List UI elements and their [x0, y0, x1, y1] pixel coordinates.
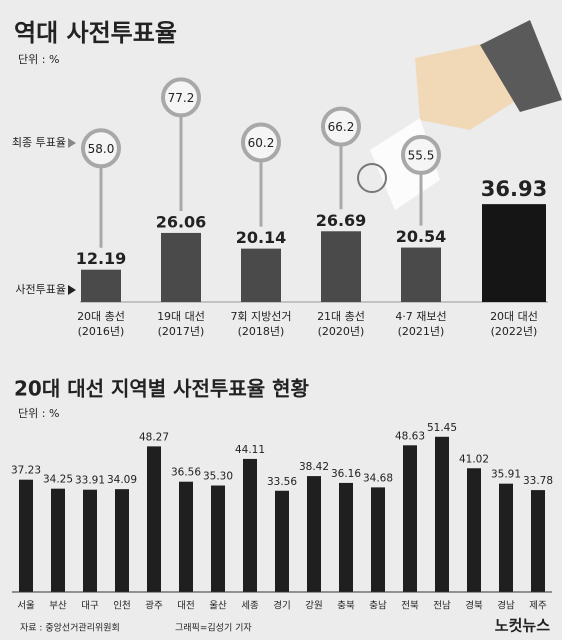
- bar: [241, 248, 281, 302]
- turnout-label: 55.5: [408, 148, 435, 162]
- bar: [339, 482, 353, 592]
- value-label: 26.06: [156, 212, 207, 231]
- x-tick-label: 경북: [465, 600, 483, 612]
- bar: [161, 232, 201, 302]
- sleeve: [480, 20, 562, 112]
- value-label: 20.14: [236, 228, 287, 247]
- value-label: 37.23: [11, 465, 41, 477]
- stamp: [357, 163, 387, 193]
- x-tick-label: 서울: [17, 601, 35, 612]
- value-label: 41.02: [459, 453, 489, 465]
- x-tick-label: 부산: [49, 601, 67, 612]
- chart-title: 20대 대선 지역별 사전투표율 현황: [14, 377, 309, 401]
- bar: [51, 488, 65, 592]
- bar: [403, 445, 417, 592]
- x-tick-label: 제주: [529, 601, 547, 612]
- bar: [243, 458, 257, 592]
- x-tick-label: 경남: [497, 600, 515, 612]
- arrow: [68, 138, 76, 148]
- x-tick-label: 충북: [337, 601, 355, 612]
- bar: [435, 436, 449, 592]
- bar: [482, 204, 546, 302]
- value-label: 38.42: [299, 461, 329, 473]
- x-tick-label: 대전: [177, 601, 194, 612]
- turnout-label: 60.2: [248, 136, 275, 150]
- x-tick-sublabel: (2022년): [491, 325, 538, 338]
- bar: [211, 485, 225, 592]
- value-label: 51.45: [427, 422, 457, 434]
- bar: [83, 489, 97, 592]
- turnout-marker: [161, 77, 201, 118]
- value-label: 34.25: [43, 474, 73, 486]
- bar: [19, 479, 33, 592]
- bar: [81, 269, 121, 302]
- x-tick-label: 인천: [113, 601, 130, 612]
- value-label: 35.91: [491, 469, 521, 481]
- bar: [115, 489, 129, 592]
- bar: [179, 481, 193, 592]
- value-label: 33.78: [523, 475, 553, 487]
- value-label: 34.68: [363, 472, 393, 484]
- value-label: 34.09: [107, 474, 137, 486]
- bar: [531, 490, 545, 592]
- x-tick-label: 20대 총선: [77, 310, 125, 323]
- x-tick-sublabel: (2021년): [398, 325, 445, 338]
- bar: [467, 468, 481, 592]
- value-label: 35.30: [203, 471, 233, 483]
- bar: [499, 483, 513, 592]
- credit: 그래픽=김성기 기자: [175, 622, 252, 634]
- x-tick-label: 강원: [305, 601, 322, 612]
- bar: [371, 487, 385, 592]
- x-tick-sublabel: (2017년): [158, 325, 205, 338]
- x-tick-sublabel: (2016년): [78, 325, 125, 338]
- x-tick-label: 충남: [369, 601, 387, 612]
- x-tick-label: 전북: [401, 601, 419, 612]
- series-label: 최종 투표율: [12, 136, 66, 149]
- unit-label: 단위 : %: [18, 53, 59, 66]
- x-tick-label: 세종: [241, 601, 259, 612]
- value-label: 12.19: [76, 249, 127, 268]
- x-tick-sublabel: (2018년): [238, 325, 285, 338]
- value-label: 26.69: [316, 211, 367, 230]
- x-tick-label: 전남: [433, 601, 451, 612]
- turnout-marker: [241, 122, 281, 163]
- x-tick-label: 20대 대선: [490, 310, 538, 323]
- x-tick-label: 21대 총선: [317, 310, 365, 323]
- turnout-marker: [81, 128, 121, 169]
- unit-label: 단위 : %: [18, 407, 59, 420]
- source: 자료 : 중앙선거관리위원회: [20, 622, 120, 634]
- bar: [147, 446, 161, 592]
- value-label: 33.91: [75, 475, 105, 487]
- bar: [307, 476, 321, 592]
- x-tick-sublabel: (2020년): [318, 325, 365, 338]
- x-tick-label: 대구: [81, 601, 99, 612]
- value-label: 33.56: [267, 476, 297, 488]
- logo: 노컷뉴스: [495, 617, 550, 635]
- series-label: 사전투표율: [15, 283, 66, 296]
- chart-title: 역대 사전투표율: [14, 19, 177, 47]
- x-tick-label: 울산: [209, 601, 227, 612]
- value-label: 48.63: [395, 430, 425, 442]
- value-label: 48.27: [139, 431, 169, 443]
- arrow: [68, 285, 76, 295]
- value-label: 20.54: [396, 227, 447, 246]
- turnout-marker: [401, 134, 441, 175]
- value-label: 36.93: [481, 177, 547, 201]
- value-label: 44.11: [235, 444, 265, 456]
- turnout-label: 58.0: [88, 142, 115, 156]
- x-tick-label: 19대 대선: [157, 310, 205, 323]
- value-label: 36.16: [331, 468, 361, 480]
- bar: [401, 247, 441, 302]
- x-tick-label: 7회 지방선거: [230, 310, 291, 323]
- turnout-marker: [321, 106, 361, 147]
- bar: [275, 490, 289, 592]
- bar: [321, 231, 361, 302]
- turnout-label: 77.2: [168, 91, 195, 105]
- turnout-label: 66.2: [328, 120, 355, 134]
- x-tick-label: 경기: [273, 600, 290, 612]
- value-label: 36.56: [171, 467, 201, 479]
- x-tick-label: 광주: [145, 600, 163, 612]
- x-tick-label: 4·7 재보선: [395, 310, 446, 323]
